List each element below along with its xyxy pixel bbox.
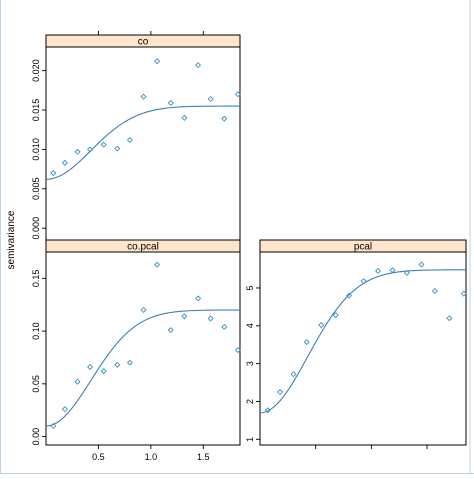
strip-label-co-pcal: co.pcal (127, 242, 159, 253)
data-point-pcal-13 (446, 315, 453, 322)
data-point-co-0 (50, 170, 57, 177)
data-point-co-6 (126, 136, 133, 143)
xtick-label-co-pcal-1: 1.0 (145, 452, 158, 462)
data-point-pcal-8 (374, 267, 382, 274)
data-point-co-pcal-0 (50, 422, 57, 430)
data-point-co-pcal-8 (154, 261, 161, 268)
ytick-label-co-2: 0.010 (31, 138, 41, 161)
model-curve-co (45, 105, 240, 180)
panel-pcal: pcal 1 2 3 4 5 (245, 239, 467, 449)
data-point-co-pcal-9 (167, 327, 174, 334)
data-point-pcal-2 (290, 371, 297, 378)
ytick-label-co-pcal-0: 0.00 (31, 428, 41, 446)
model-curve-pcal (259, 269, 466, 414)
data-point-pcal-0 (264, 407, 271, 414)
strip-label-co: co (138, 37, 149, 48)
ytick-label-pcal-2: 3 (245, 361, 255, 366)
data-point-co-pcal-14 (234, 347, 241, 354)
plot-frame-pcal (259, 251, 467, 446)
data-point-pcal-1 (277, 388, 284, 396)
data-point-co-pcal-6 (126, 359, 133, 366)
data-point-co-8 (154, 58, 161, 65)
data-point-co-14 (234, 91, 241, 98)
model-curve-co-pcal (45, 309, 240, 427)
data-point-pcal-6 (346, 292, 353, 299)
data-point-co-pcal-12 (207, 315, 214, 322)
data-point-co-4 (100, 141, 107, 148)
data-point-co-5 (114, 145, 121, 152)
data-point-co-3 (87, 146, 94, 153)
data-point-pcal-14 (460, 290, 467, 297)
data-point-co-7 (140, 93, 147, 100)
ytick-label-co-0: 0.000 (31, 217, 41, 240)
ytick-label-co-4: 0.020 (31, 59, 41, 82)
panel-co-pcal: co.pcal 0.00 0.05 0.10 0.15 0.5 1.0 1.5 (31, 239, 241, 462)
data-point-co-pcal-3 (87, 363, 94, 370)
data-point-pcal-4 (318, 322, 325, 329)
data-point-co-pcal-4 (100, 368, 107, 375)
plot-frame-co-pcal (45, 251, 241, 446)
data-point-co-pcal-11 (195, 295, 202, 302)
data-point-co-10 (181, 114, 188, 121)
data-point-pcal-11 (418, 261, 425, 268)
data-point-co-pcal-13 (221, 323, 228, 330)
data-point-co-pcal-5 (114, 361, 121, 368)
y-axis-label: semivariance (6, 210, 17, 269)
data-point-pcal-3 (303, 339, 310, 346)
data-point-co-pcal-2 (74, 378, 81, 385)
ytick-label-co-3: 0.015 (31, 99, 41, 122)
ytick-label-co-pcal-3: 0.15 (31, 270, 41, 288)
data-point-co-pcal-7 (140, 306, 147, 314)
plot-frame-co (45, 46, 241, 241)
data-point-co-13 (221, 115, 228, 122)
panel-co: co 0.000 0.005 0.010 0.015 0.020 (31, 31, 241, 241)
ytick-label-pcal-1: 2 (245, 399, 255, 404)
data-point-co-12 (207, 95, 214, 103)
ytick-label-co-pcal-2: 0.10 (31, 322, 41, 340)
data-point-co-11 (195, 62, 202, 69)
strip-label-pcal: pcal (354, 242, 372, 253)
data-point-pcal-5 (332, 312, 339, 319)
ytick-label-pcal-0: 1 (245, 437, 255, 442)
data-point-co-2 (74, 148, 81, 155)
data-point-pcal-7 (360, 278, 367, 285)
ytick-label-co-1: 0.005 (31, 178, 41, 201)
data-point-pcal-10 (403, 269, 411, 276)
ytick-label-pcal-4: 5 (245, 285, 255, 290)
ytick-label-pcal-3: 4 (245, 323, 255, 328)
panels-group: co 0.000 0.005 0.010 0.015 0.020 co.pcal 0.00 0.… (31, 31, 467, 462)
data-point-co-1 (61, 159, 68, 166)
xtick-label-co-pcal-2: 1.5 (197, 452, 210, 462)
data-point-pcal-12 (431, 287, 438, 295)
data-point-co-9 (167, 99, 174, 106)
data-point-co-pcal-10 (181, 313, 188, 320)
data-point-pcal-9 (389, 267, 396, 274)
data-point-co-pcal-1 (61, 406, 68, 413)
xtick-label-co-pcal-0: 0.5 (92, 452, 105, 462)
ytick-label-co-pcal-1: 0.05 (31, 375, 41, 393)
